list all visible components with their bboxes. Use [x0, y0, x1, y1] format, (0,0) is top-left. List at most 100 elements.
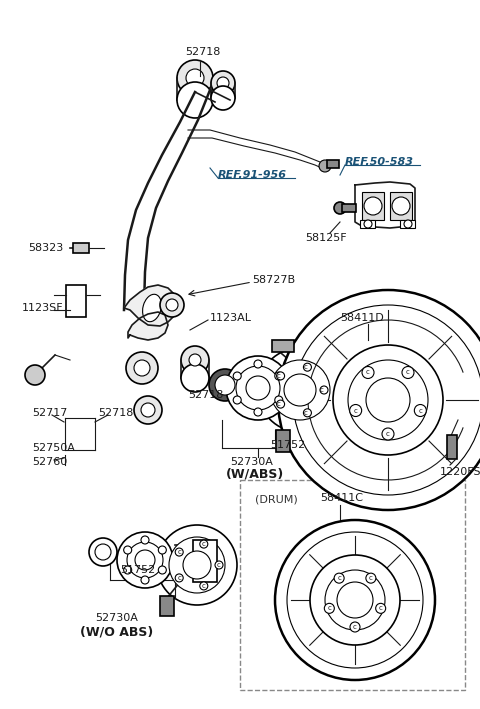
- Text: (DRUM): (DRUM): [255, 495, 298, 505]
- Circle shape: [275, 372, 283, 380]
- Circle shape: [334, 202, 346, 214]
- Circle shape: [320, 386, 328, 394]
- Circle shape: [127, 542, 163, 578]
- Text: 52718: 52718: [188, 390, 223, 400]
- Circle shape: [258, 348, 342, 432]
- Text: c: c: [337, 575, 341, 581]
- Text: 52730A: 52730A: [230, 457, 273, 467]
- Text: 1123AL: 1123AL: [210, 313, 252, 323]
- Circle shape: [325, 570, 385, 630]
- Circle shape: [366, 573, 376, 584]
- Text: c: c: [276, 401, 280, 407]
- Text: c: c: [353, 624, 357, 630]
- Circle shape: [215, 375, 235, 395]
- Circle shape: [254, 360, 262, 368]
- Circle shape: [337, 582, 373, 618]
- Text: REF.50-583: REF.50-583: [345, 157, 414, 167]
- Bar: [360, 220, 375, 228]
- Bar: [342, 204, 356, 212]
- Text: 52718: 52718: [98, 408, 133, 418]
- Circle shape: [236, 366, 280, 410]
- Circle shape: [169, 537, 225, 593]
- Bar: [276, 430, 290, 452]
- Circle shape: [177, 60, 213, 96]
- Bar: [400, 220, 415, 228]
- Bar: [272, 340, 294, 352]
- Circle shape: [183, 551, 211, 579]
- Text: 52760: 52760: [32, 457, 67, 467]
- Circle shape: [254, 408, 262, 416]
- Text: c: c: [366, 369, 370, 376]
- Circle shape: [95, 544, 111, 560]
- Polygon shape: [355, 182, 415, 228]
- Circle shape: [364, 197, 382, 215]
- Circle shape: [364, 220, 372, 228]
- Bar: [73, 243, 89, 253]
- Circle shape: [276, 400, 285, 408]
- Circle shape: [158, 546, 167, 554]
- Text: c: c: [202, 541, 206, 547]
- Circle shape: [303, 363, 312, 372]
- Text: 58125F: 58125F: [305, 233, 347, 243]
- Text: c: c: [303, 364, 307, 370]
- Circle shape: [160, 293, 184, 317]
- Text: c: c: [419, 408, 422, 413]
- Circle shape: [287, 532, 423, 668]
- Circle shape: [124, 566, 132, 574]
- Circle shape: [310, 555, 400, 645]
- Circle shape: [211, 71, 235, 95]
- Circle shape: [209, 369, 241, 401]
- Circle shape: [157, 525, 237, 605]
- Circle shape: [217, 77, 229, 89]
- Circle shape: [392, 197, 410, 215]
- Circle shape: [181, 346, 209, 374]
- Text: c: c: [354, 408, 358, 413]
- Text: c: c: [177, 575, 181, 581]
- Circle shape: [117, 532, 173, 588]
- Text: 58727B: 58727B: [252, 275, 295, 285]
- Circle shape: [382, 428, 394, 440]
- Circle shape: [404, 220, 412, 228]
- Circle shape: [177, 82, 213, 118]
- Circle shape: [376, 603, 385, 613]
- Circle shape: [211, 86, 235, 110]
- Text: c: c: [386, 431, 390, 437]
- Text: c: c: [177, 549, 181, 555]
- Text: 52730A: 52730A: [95, 613, 138, 623]
- Text: 58411D: 58411D: [340, 313, 384, 323]
- Text: REF.91-956: REF.91-956: [218, 170, 287, 180]
- Text: c: c: [303, 410, 307, 415]
- Circle shape: [126, 352, 158, 384]
- Circle shape: [350, 622, 360, 632]
- Bar: [327, 160, 339, 168]
- Bar: [447, 435, 457, 459]
- Text: (W/O ABS): (W/O ABS): [80, 625, 153, 639]
- Text: 51752: 51752: [120, 565, 155, 575]
- Circle shape: [215, 561, 223, 569]
- Circle shape: [349, 405, 361, 416]
- Text: 52718: 52718: [185, 47, 220, 57]
- Text: (W/ABS): (W/ABS): [226, 467, 284, 481]
- Circle shape: [175, 574, 183, 582]
- Text: 51752: 51752: [270, 440, 305, 450]
- Bar: [160, 596, 174, 616]
- Circle shape: [181, 364, 209, 392]
- Text: 1123SF: 1123SF: [22, 303, 64, 313]
- Text: c: c: [327, 605, 331, 611]
- Circle shape: [414, 405, 426, 416]
- Text: c: c: [217, 562, 221, 568]
- Text: 52717: 52717: [32, 408, 67, 418]
- Circle shape: [226, 356, 290, 420]
- Circle shape: [284, 374, 316, 406]
- Polygon shape: [124, 285, 178, 326]
- Circle shape: [200, 582, 208, 590]
- Circle shape: [278, 290, 480, 510]
- Circle shape: [402, 367, 414, 379]
- Bar: [193, 540, 217, 582]
- Circle shape: [141, 403, 155, 417]
- Circle shape: [200, 540, 208, 548]
- Text: c: c: [406, 369, 410, 376]
- Circle shape: [135, 550, 155, 570]
- Circle shape: [166, 299, 178, 311]
- Circle shape: [275, 396, 283, 404]
